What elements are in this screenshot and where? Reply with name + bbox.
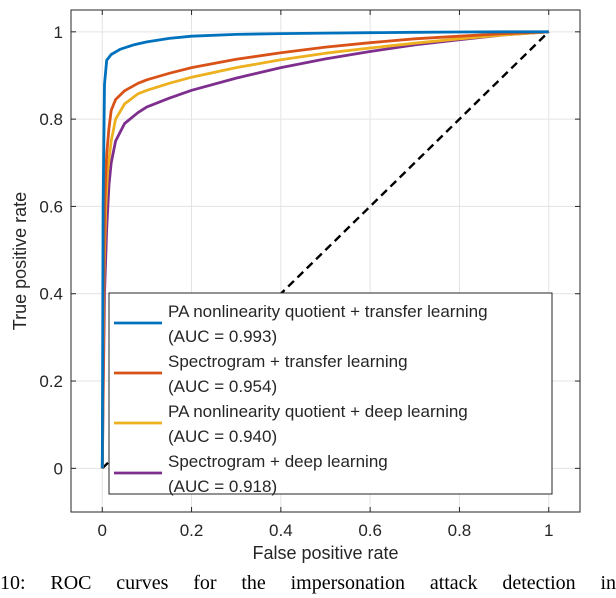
x-tick-label: 0.2 [180,521,204,540]
figure-caption: 10: ROC curves for the impersonation att… [0,572,616,594]
legend-label: (AUC = 0.993) [168,327,277,346]
legend-box [108,292,553,495]
roc-chart: 0 0.2 0.4 0.6 0.8 1 0 0.2 0.4 0.6 0.8 1 False posi… [10,9,581,563]
roc-curve [100,30,549,469]
legend-label: PA nonlinearity quotient + deep learning [168,402,468,421]
legend: PA nonlinearity quotient + transfer lear… [108,292,553,496]
legend-label: (AUC = 0.918) [168,477,277,496]
x-tick-labels: 0 0.2 0.4 0.6 0.8 1 [98,521,554,540]
x-tick-label: 0.8 [448,521,472,540]
x-tick-label: 0.6 [358,521,382,540]
roc-curve [100,30,549,469]
x-tick-label: 0.4 [269,521,293,540]
legend-label: Spectrogram + deep learning [168,452,388,471]
y-tick-label: 0.4 [39,285,63,304]
axes-box [70,9,581,513]
y-axis-label: True positive rate [10,192,30,330]
legend-label: Spectrogram + transfer learning [168,352,408,371]
y-tick-label: 0.2 [39,372,63,391]
x-axis-label: False positive rate [252,543,398,563]
legend-label: (AUC = 0.940) [168,427,277,446]
roc-curve [100,30,549,469]
x-tick-label: 0 [98,521,107,540]
y-tick-label: 0.8 [39,110,63,129]
y-tick-label: 0 [54,459,63,478]
y-tick-label: 0.6 [39,197,63,216]
y-tick-labels: 0 0.2 0.4 0.6 0.8 1 [39,23,63,479]
roc-curve [100,30,549,469]
x-tick-label: 1 [544,521,553,540]
legend-label: PA nonlinearity quotient + transfer lear… [168,302,488,321]
legend-label: (AUC = 0.954) [168,377,277,396]
y-tick-label: 1 [54,23,63,42]
tick-marks [71,10,580,512]
roc-curves [100,30,550,470]
